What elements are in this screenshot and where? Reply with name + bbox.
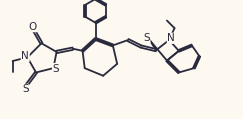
Text: N: N [21, 51, 29, 61]
Text: O: O [29, 22, 37, 32]
Text: S: S [53, 64, 59, 74]
Text: S: S [143, 33, 150, 43]
Text: N: N [167, 33, 175, 43]
Text: S: S [22, 84, 28, 94]
